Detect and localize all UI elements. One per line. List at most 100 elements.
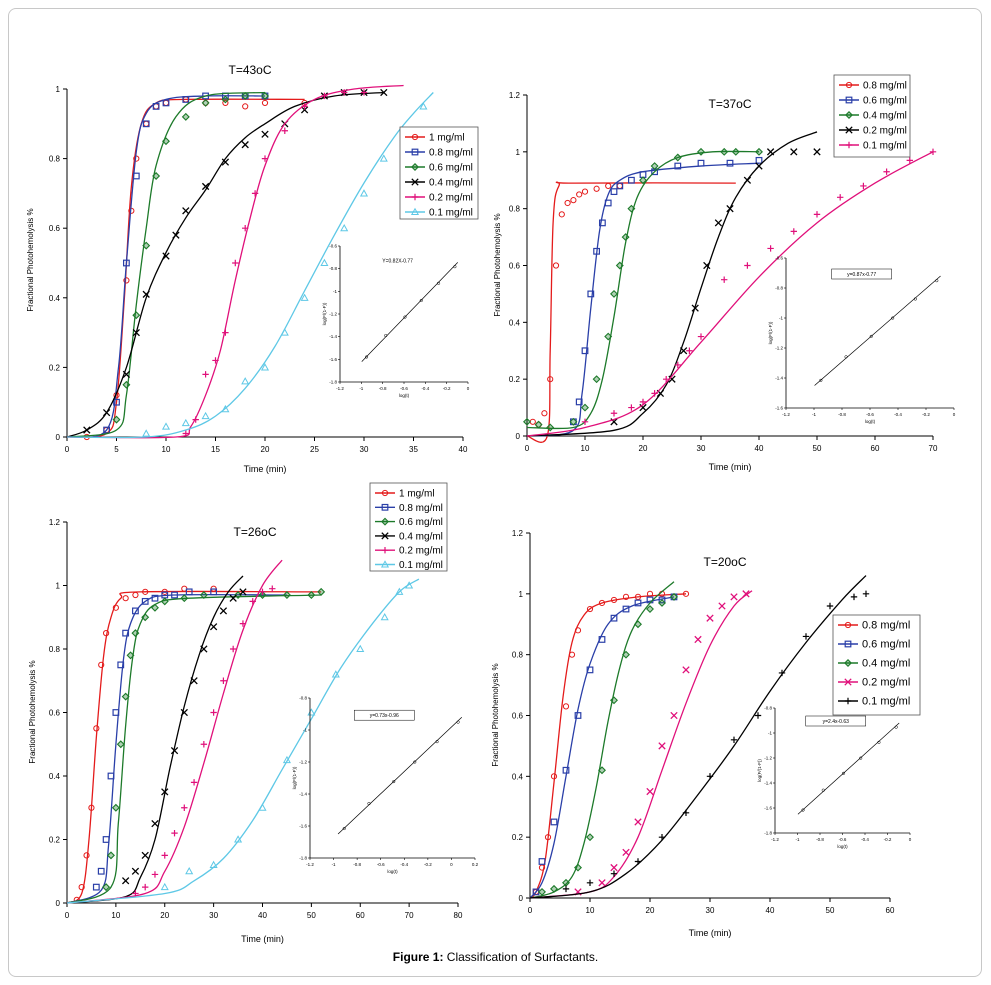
inset-x-tick-label: 0.2 [472, 862, 479, 867]
x-tick-label: 20 [639, 444, 648, 453]
series-curve [529, 590, 753, 899]
data-point [320, 258, 329, 267]
inset-y-tick-label: -1.4 [299, 792, 307, 797]
data-point [628, 404, 635, 411]
data-point [627, 176, 635, 184]
inset-y-tick-label: -1.6 [775, 406, 783, 411]
data-point [112, 709, 120, 716]
series-3 [66, 587, 326, 904]
data-point [650, 162, 659, 171]
data-point [610, 596, 618, 604]
inset-x-tick-label: -1 [812, 412, 816, 417]
data-point [615, 261, 624, 270]
caption-text: Classification of Surfactants. [443, 950, 599, 964]
data-point [126, 651, 135, 660]
data-point [307, 591, 316, 600]
inset-point [413, 760, 417, 764]
data-point [673, 153, 682, 162]
y-axis-label: Fractional Photohemolysis % [28, 660, 37, 763]
inset-point [841, 771, 846, 775]
inset-x-tick-label: -0.6 [377, 862, 385, 867]
y-tick-label: 0 [56, 433, 61, 442]
inset-y-tick-label: -0.6 [775, 256, 783, 261]
data-point [730, 593, 738, 601]
inset-y-tick-label: -1 [768, 731, 772, 736]
x-tick-label: 0 [528, 906, 533, 915]
data-point [575, 398, 583, 406]
data-point [162, 99, 170, 107]
x-tick-label: 10 [162, 445, 171, 454]
data-point [282, 755, 291, 764]
y-tick-label: 0.6 [49, 709, 61, 718]
data-point [538, 887, 546, 896]
series-curve [529, 596, 675, 899]
data-point [706, 773, 714, 780]
x-axis-label: Time (min) [689, 928, 732, 938]
data-point [610, 410, 618, 417]
legend-marker [381, 547, 389, 554]
data-point [241, 377, 250, 385]
data-point [686, 347, 693, 354]
data-point [634, 620, 642, 629]
series-4 [526, 131, 821, 437]
inset-point [869, 334, 873, 338]
data-point [160, 882, 169, 891]
series-curve [526, 162, 760, 437]
data-point [181, 804, 188, 811]
inset-point [894, 725, 898, 729]
data-point [552, 262, 560, 269]
legend-label: 0.2 mg/ml [863, 126, 907, 137]
x-tick-label: 60 [886, 906, 895, 915]
series-curve [66, 92, 434, 439]
y-tick-label: 1.2 [512, 529, 524, 538]
x-axis-label: Time (min) [709, 462, 752, 472]
data-point [658, 596, 666, 604]
data-point [113, 398, 120, 406]
data-point [300, 293, 309, 301]
data-point [634, 818, 642, 826]
legend-label: 0.6 mg/ml [399, 517, 443, 528]
data-point [123, 277, 130, 284]
data-point [300, 106, 309, 114]
data-point [574, 627, 582, 634]
data-point [604, 332, 613, 341]
data-point [534, 420, 543, 429]
inset-y-tick-label: -1.8 [329, 380, 337, 385]
series-4 [66, 88, 388, 438]
data-point [682, 666, 690, 674]
data-point [241, 91, 250, 100]
data-point [860, 182, 867, 190]
inset-point [365, 355, 369, 359]
inset-plot: -1.2 -1 -0.8 -0.6 -0.4 -0.2 0 -1.8 -1.6 -1.4 -1.2 -… [322, 244, 470, 399]
data-point [581, 347, 589, 355]
chart-panel-3: 0 10 20 30 40 50 60 70 80 0 0.2 0.4 0.6 0.8 1 1.2 T=26oC… [28, 482, 479, 944]
data-point [122, 380, 131, 389]
data-point [682, 590, 690, 597]
series-curve [526, 151, 934, 437]
data-point [862, 590, 870, 598]
legend: 0.8 mg/ml 0.6 mg/ml 0.4 mg/ml 0.2 mg/ml 0.1 … [833, 74, 911, 158]
data-point [663, 375, 670, 383]
inset-x-tick-label: -1 [332, 862, 336, 867]
legend-label: 0.6 mg/ml [862, 639, 910, 651]
inset-point [456, 720, 460, 724]
data-point [405, 581, 414, 589]
data-point [190, 779, 198, 786]
data-point [790, 148, 798, 156]
inset-y-tick-label: -1.2 [775, 346, 783, 351]
y-tick-label: 0 [516, 432, 521, 441]
data-point [269, 585, 276, 592]
chart-title: T=37oC [708, 97, 751, 111]
inset-x-tick-label: -0.6 [866, 412, 874, 417]
inset-y-tick-label: -1.8 [764, 831, 772, 836]
data-point [658, 742, 666, 750]
legend-marker [844, 697, 852, 705]
x-tick-label: 10 [111, 911, 120, 920]
inset-fit-line [337, 716, 463, 835]
data-point [181, 112, 190, 121]
data-point [121, 877, 130, 885]
legend: 1 mg/ml 0.8 mg/ml 0.6 mg/ml 0.4 mg/ml 0.2 mg… [369, 482, 448, 572]
series-curve [526, 181, 736, 443]
data-point [161, 852, 168, 859]
data-point [331, 670, 340, 678]
